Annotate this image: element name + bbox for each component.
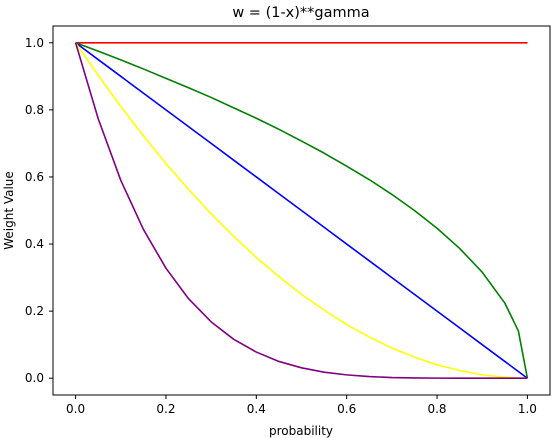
- x-tick-label: 0.8: [427, 402, 446, 416]
- series-line-2: [75, 42, 528, 379]
- series-line-3: [74, 42, 528, 380]
- x-tick-label: 1.0: [518, 402, 537, 416]
- x-axis-label: probability: [269, 424, 333, 438]
- chart-title: w = (1-x)**gamma: [232, 5, 369, 21]
- x-tick-label: 0.4: [247, 402, 266, 416]
- y-tick-label: 0.8: [25, 103, 44, 117]
- y-tick-label: 1.0: [25, 36, 44, 50]
- series-line-1: [75, 42, 529, 379]
- y-tick-label: 0.6: [25, 170, 44, 184]
- y-axis-label: Weight Value: [2, 171, 16, 250]
- x-tick-label: 0.0: [66, 402, 85, 416]
- x-tick-label: 0.6: [337, 402, 356, 416]
- x-tick-label: 0.2: [156, 402, 175, 416]
- y-tick-label: 0.4: [25, 237, 44, 251]
- plot-frame: [52, 25, 551, 396]
- ticks-layer: 0.0 0.2 0.4 0.6 0.8 1.0 0.0 0.2 0.4 0.6 0.8 1.0: [25, 36, 537, 416]
- series-line-4: [74, 42, 528, 380]
- y-tick-label: 0.2: [25, 304, 44, 318]
- series-layer: [74, 41, 529, 380]
- y-tick-label: 0.0: [25, 371, 44, 385]
